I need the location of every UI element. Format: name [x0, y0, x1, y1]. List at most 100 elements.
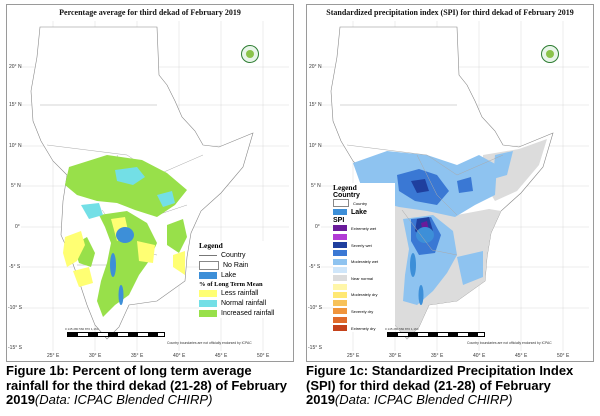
- lake-swatch: [199, 271, 217, 279]
- legend-row-country: Country: [199, 250, 289, 260]
- right-lon-label: 25° E: [347, 353, 360, 359]
- right-lat-label: 20° N: [309, 64, 322, 70]
- right-country-borders: [340, 104, 504, 256]
- left-lon-label: 45° E: [215, 353, 228, 359]
- icpac-logo-icon: [241, 45, 259, 63]
- left-lakes: [110, 227, 134, 305]
- left-caption-main: Figure 1b: Percent of long term average …: [6, 363, 287, 407]
- left-legend-title: Legend: [199, 241, 223, 250]
- spi-swatch: [333, 283, 347, 290]
- spi-class-row: Moderately wet: [333, 257, 395, 265]
- right-legend-title: Legend: [333, 183, 357, 192]
- left-lon-label: 30° E: [89, 353, 102, 359]
- spi-class-row: Moderately dry: [333, 291, 395, 299]
- left-caption-source: (Data: ICPAC Blended CHIRP): [34, 392, 213, 407]
- left-figure-caption: Figure 1b: Percent of long term average …: [6, 363, 292, 408]
- left-map-svg: [21, 21, 289, 351]
- spi-class-row: Near normal: [333, 274, 395, 282]
- right-lat-label: 10° N: [309, 143, 322, 149]
- left-less-rainfall: [63, 217, 185, 287]
- left-normal-rainfall: [81, 167, 175, 219]
- country-heading: Country: [333, 192, 360, 199]
- left-map-title: Percentage average for third dekad of Fe…: [59, 8, 241, 17]
- right-lon-label: 40° E: [473, 353, 486, 359]
- legend-row-increased: Increased rainfall: [199, 308, 289, 318]
- right-map-title: Standardized precipitation index (SPI) f…: [326, 8, 574, 17]
- right-lat-label: 5° N: [311, 183, 321, 189]
- increased-rainfall-swatch: [199, 309, 217, 317]
- left-lon-label: 50° E: [257, 353, 270, 359]
- normal-rainfall-swatch: [199, 299, 217, 307]
- right-caption-main: Figure 1c: Standardized Precipitation In…: [306, 363, 574, 407]
- right-figure-caption: Figure 1c: Standardized Precipitation In…: [306, 363, 592, 408]
- left-legend: Legend Country No Rain Lake % of Long Te…: [199, 241, 289, 318]
- legend-row-lake: Lake: [333, 207, 395, 217]
- spi-class-row: [333, 233, 395, 241]
- legend-row-country: Country: [333, 199, 395, 208]
- country-swatch: [333, 199, 349, 208]
- spi-heading: SPI: [333, 217, 345, 225]
- spi-swatch: [333, 325, 347, 331]
- spi-class-row: [333, 266, 395, 274]
- left-lat-label: 0°: [15, 224, 20, 230]
- left-lat-label: -10° S: [8, 305, 22, 311]
- spi-class-row: Extremely dry: [333, 324, 395, 332]
- spi-swatch: [333, 250, 347, 257]
- left-scale-labels: 0 145 280 560 870 1,160: [65, 327, 99, 331]
- right-lakes: [410, 227, 434, 305]
- spi-map-panel: Standardized precipitation index (SPI) f…: [306, 4, 594, 362]
- right-lat-label: 0°: [315, 224, 320, 230]
- right-lon-label: 30° E: [389, 353, 402, 359]
- spi-class-row: Extremely wet: [333, 224, 395, 232]
- icpac-logo-icon: [541, 45, 559, 63]
- right-scale-bar: [387, 332, 485, 337]
- spi-swatch: [333, 225, 347, 232]
- left-lon-label: 25° E: [47, 353, 60, 359]
- right-scale-labels: 0 145 280 560 870 1,160: [385, 327, 419, 331]
- left-lat-label: -15° S: [8, 345, 22, 351]
- spi-class-row: [333, 299, 395, 307]
- right-lat-label: -10° S: [308, 305, 322, 311]
- spi-swatch: [333, 242, 347, 249]
- right-caption-source: (Data: ICPAC Blended CHIRP): [334, 392, 513, 407]
- left-lat-label: 15° N: [9, 102, 22, 108]
- no-rain-swatch: [199, 260, 219, 270]
- spi-swatch: [333, 275, 347, 282]
- lake-swatch: [333, 209, 347, 216]
- spi-swatch: [333, 233, 347, 240]
- rainfall-percent-map-panel: Percentage average for third dekad of Fe…: [6, 4, 294, 362]
- spi-swatch: [333, 291, 347, 298]
- right-lon-label: 35° E: [431, 353, 444, 359]
- right-legend: Legend Country Country Lake SPI Extremel…: [333, 183, 395, 333]
- right-lat-label: -15° S: [308, 345, 322, 351]
- spi-class-row: [333, 282, 395, 290]
- right-lat-label: -5° S: [309, 264, 321, 270]
- spi-class-row: Severly wet: [333, 241, 395, 249]
- country-line-icon: [199, 254, 217, 256]
- left-lat-label: -5° S: [9, 264, 21, 270]
- legend-row-normal: Normal rainfall: [199, 298, 289, 308]
- legend-row-no-rain: No Rain: [199, 260, 289, 270]
- spi-swatch: [333, 308, 347, 315]
- spi-swatch: [333, 300, 347, 307]
- spi-class-row: Severely dry: [333, 307, 395, 315]
- left-lat-label: 5° N: [11, 183, 21, 189]
- less-rainfall-swatch: [199, 289, 217, 297]
- left-lat-label: 10° N: [9, 143, 22, 149]
- left-scale-bar: [67, 332, 165, 337]
- left-lat-label: 20° N: [9, 64, 22, 70]
- left-lon-label: 40° E: [173, 353, 186, 359]
- right-lon-label: 45° E: [515, 353, 528, 359]
- legend-row-lake: Lake: [199, 270, 289, 280]
- right-lon-label: 50° E: [557, 353, 570, 359]
- spi-swatch: [333, 266, 347, 273]
- right-lat-label: 15° N: [309, 102, 322, 108]
- legend-row-less: Less rainfall: [199, 288, 289, 298]
- left-disclaimer: Country boundaries are not officially en…: [167, 341, 252, 345]
- left-lon-label: 35° E: [131, 353, 144, 359]
- left-legend-subtitle: % of Long Term Mean: [199, 281, 263, 288]
- spi-class-row: [333, 249, 395, 257]
- spi-class-row: [333, 316, 395, 324]
- right-disclaimer: Country boundaries are not officially en…: [467, 341, 552, 345]
- spi-swatch: [333, 316, 347, 323]
